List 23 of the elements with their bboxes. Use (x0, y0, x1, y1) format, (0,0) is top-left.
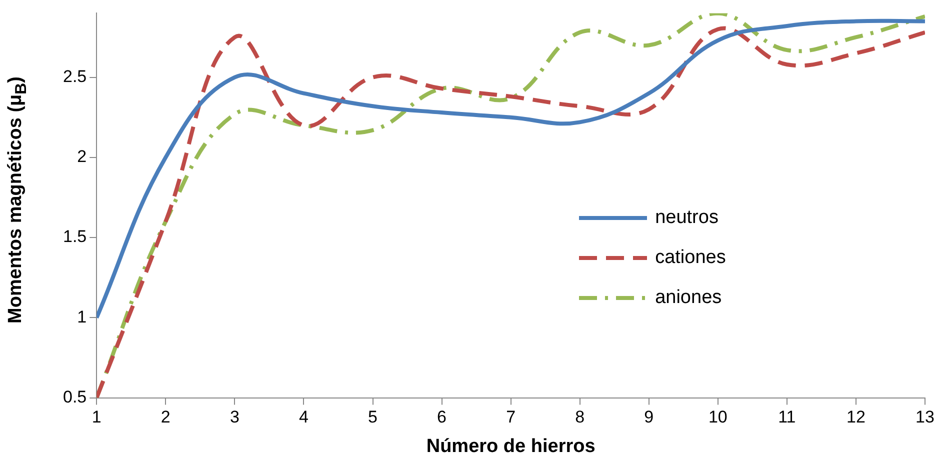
x-tick-label: 2 (160, 408, 170, 427)
x-tick-label: 11 (778, 408, 796, 427)
x-tick-label: 7 (506, 408, 516, 427)
legend-label: neutros (655, 206, 718, 229)
x-tick-label: 8 (575, 408, 585, 427)
x-tick-label: 4 (298, 408, 308, 427)
line-series (96, 18, 925, 320)
y-tick-label: 2 (77, 147, 87, 166)
x-tick-label: 3 (230, 408, 240, 427)
x-tick-label: 12 (846, 408, 866, 427)
x-tick-label: 5 (368, 408, 378, 427)
y-tick-label: 1.5 (62, 227, 87, 246)
x-tick-label: 6 (437, 408, 447, 427)
legend-label: aniones (655, 286, 722, 309)
y-tick-label: 1 (77, 307, 87, 326)
x-tick-label: 13 (916, 408, 934, 427)
x-tick-label: 1 (92, 408, 102, 427)
x-axis-title: Número de hierros (426, 436, 596, 457)
y-tick-label: 0.5 (62, 387, 87, 406)
y-tick-label: 2.5 (62, 66, 87, 86)
x-tick-label: 10 (708, 408, 728, 427)
legend-label: cationes (655, 246, 726, 269)
x-tick-label: 9 (644, 408, 654, 427)
